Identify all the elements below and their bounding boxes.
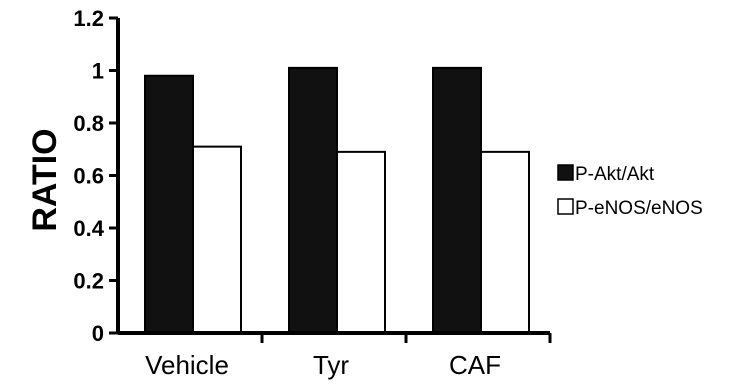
legend: P-Akt/Akt P-eNOS/eNOS (557, 164, 703, 219)
y-tick-label: 0.4 (73, 216, 104, 241)
y-tick-label: 1 (92, 59, 104, 84)
bar-tyr-p-akt (288, 66, 338, 334)
x-ticks-group: Vehicle Tyr CAF (145, 333, 552, 380)
x-category-label: CAF (449, 350, 501, 380)
y-tick-label: 0.6 (73, 164, 104, 189)
bars-group (144, 66, 530, 334)
legend-label: P-eNOS/eNOS (575, 198, 703, 219)
bar-caf-p-enos (480, 150, 530, 334)
bar-vehicle-p-enos (192, 145, 242, 334)
x-category-label: Tyr (313, 350, 349, 380)
y-tick-label: 0.2 (73, 269, 104, 294)
y-tick-label: 0.8 (73, 111, 104, 136)
y-ticks-group: 0 0.2 0.4 0.6 0.8 1 1.2 (73, 6, 118, 346)
x-category-label: Vehicle (145, 350, 229, 380)
bar-caf-p-akt (432, 66, 482, 334)
y-axis-title: RATIO (26, 128, 64, 231)
legend-swatch-p-enos (557, 198, 574, 215)
y-tick-label: 1.2 (73, 6, 104, 31)
legend-swatch-p-akt (557, 164, 574, 181)
bar-tyr-p-enos (336, 150, 386, 334)
legend-label: P-Akt/Akt (575, 164, 655, 185)
bar-vehicle-p-akt (144, 74, 194, 334)
y-tick-label: 0 (92, 321, 104, 346)
